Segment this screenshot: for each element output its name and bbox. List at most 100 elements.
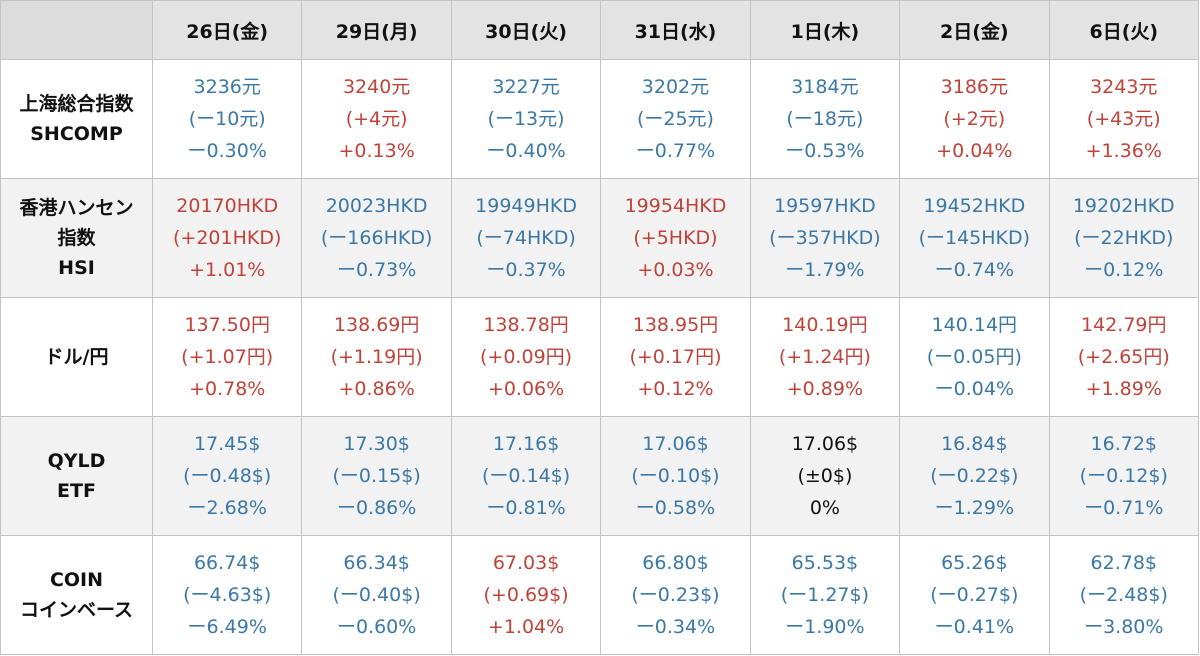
price-value: 17.45$ bbox=[193, 433, 261, 455]
change-value: (+0.17円) bbox=[629, 346, 722, 368]
value-cell: 3236元 (ー10元) ー0.30% bbox=[151, 59, 303, 179]
value-cell: 3202元 (ー25元) ー0.77% bbox=[600, 59, 751, 179]
row-label-line: ドル/円 bbox=[44, 346, 109, 368]
row-label: QYLD ETF bbox=[0, 416, 153, 536]
percent-change: ー0.77% bbox=[635, 140, 716, 162]
value-cell: 19954HKD (+5HKD) +0.03% bbox=[600, 178, 751, 298]
column-header: 6日(火) bbox=[1048, 0, 1200, 60]
change-value: (±0$) bbox=[797, 465, 853, 487]
change-value: (+43元) bbox=[1086, 108, 1161, 130]
row-label-line: コインベース bbox=[19, 599, 134, 621]
table-body: 上海総合指数 SHCOMP 3236元 (ー10元) ー0.30% 3240元 (+4元) +… bbox=[0, 59, 1200, 655]
percent-change: +0.89% bbox=[786, 378, 864, 400]
value-cell: 65.26$ (ー0.27$) ー0.41% bbox=[899, 535, 1050, 655]
price-value: 19597HKD bbox=[773, 195, 876, 217]
change-value: (ー0.27$) bbox=[930, 584, 1019, 606]
change-value: (ー22HKD) bbox=[1074, 227, 1174, 249]
percent-change: ー2.68% bbox=[187, 497, 267, 519]
percent-change: +1.89% bbox=[1085, 378, 1162, 400]
table-row: COIN コインベース 66.74$ (ー4.63$) ー6.49% 66.34$ (ー0.… bbox=[0, 535, 1200, 655]
row-label-line: 指数 bbox=[57, 227, 96, 249]
column-header: 30日(火) bbox=[450, 0, 602, 60]
change-value: (+5HKD) bbox=[633, 227, 718, 249]
percent-change: 0% bbox=[809, 497, 840, 519]
price-value: 17.06$ bbox=[791, 433, 859, 455]
column-header: 31日(水) bbox=[600, 0, 751, 60]
price-value: 17.16$ bbox=[492, 433, 560, 455]
price-value: 140.14円 bbox=[931, 314, 1018, 336]
row-label: 香港ハンセン 指数 HSI bbox=[0, 178, 153, 298]
price-value: 3186元 bbox=[940, 76, 1008, 98]
percent-change: ー1.90% bbox=[785, 616, 865, 638]
percent-change: +0.13% bbox=[338, 140, 415, 162]
value-cell: 137.50円 (+1.07円) +0.78% bbox=[151, 297, 303, 417]
value-cell: 17.06$ (±0$) 0% bbox=[749, 416, 901, 536]
percent-change: ー3.80% bbox=[1084, 616, 1164, 638]
value-cell: 140.19円 (+1.24円) +0.89% bbox=[749, 297, 901, 417]
change-value: (+0.09円) bbox=[480, 346, 573, 368]
value-cell: 67.03$ (+0.69$) +1.04% bbox=[450, 535, 602, 655]
row-label-line: SHCOMP bbox=[30, 123, 123, 145]
value-cell: 140.14円 (ー0.05円) ー0.04% bbox=[899, 297, 1050, 417]
price-value: 20170HKD bbox=[176, 195, 279, 217]
change-value: (ー2.48$) bbox=[1079, 584, 1168, 606]
price-value: 66.74$ bbox=[193, 552, 261, 574]
percent-change: +1.01% bbox=[189, 259, 266, 281]
price-value: 19949HKD bbox=[475, 195, 577, 217]
change-value: (ー4.63$) bbox=[183, 584, 272, 606]
price-value: 3243元 bbox=[1090, 76, 1158, 98]
percent-change: ー0.40% bbox=[486, 140, 566, 162]
column-header: 29日(月) bbox=[301, 0, 452, 60]
value-cell: 19597HKD (ー357HKD) ー1.79% bbox=[749, 178, 901, 298]
change-value: (ー0.23$) bbox=[631, 584, 720, 606]
percent-change: +0.03% bbox=[637, 259, 714, 281]
table-row: 上海総合指数 SHCOMP 3236元 (ー10元) ー0.30% 3240元 (+4元) +… bbox=[0, 59, 1200, 179]
column-header: 2日(金) bbox=[899, 0, 1050, 60]
value-cell: 20023HKD (ー166HKD) ー0.73% bbox=[301, 178, 452, 298]
price-value: 3227元 bbox=[492, 76, 560, 98]
change-value: (ー74HKD) bbox=[476, 227, 576, 249]
price-value: 3184元 bbox=[791, 76, 859, 98]
value-cell: 3186元 (+2元) +0.04% bbox=[899, 59, 1050, 179]
change-value: (+1.19円) bbox=[330, 346, 423, 368]
change-value: (ー357HKD) bbox=[769, 227, 881, 249]
price-value: 16.84$ bbox=[941, 433, 1008, 455]
change-value: (ー18元) bbox=[786, 108, 864, 130]
percent-change: ー0.86% bbox=[336, 497, 417, 519]
change-value: (ー13元) bbox=[487, 108, 565, 130]
row-label: ドル/円 bbox=[0, 297, 153, 417]
price-value: 66.80$ bbox=[642, 552, 709, 574]
value-cell: 3243元 (+43元) +1.36% bbox=[1048, 59, 1200, 179]
change-value: (ー0.15$) bbox=[332, 465, 421, 487]
change-value: (ー0.48$) bbox=[183, 465, 272, 487]
price-value: 65.26$ bbox=[941, 552, 1008, 574]
row-label-line: ETF bbox=[57, 480, 96, 502]
change-value: (+4元) bbox=[345, 108, 408, 130]
value-cell: 65.53$ (ー1.27$) ー1.90% bbox=[749, 535, 901, 655]
percent-change: +1.04% bbox=[487, 616, 565, 638]
percent-change: +1.36% bbox=[1085, 140, 1162, 162]
price-value: 20023HKD bbox=[325, 195, 428, 217]
percent-change: ー6.49% bbox=[187, 616, 267, 638]
value-cell: 17.06$ (ー0.10$) ー0.58% bbox=[600, 416, 751, 536]
price-value: 142.79円 bbox=[1081, 314, 1167, 336]
percent-change: ー1.79% bbox=[785, 259, 865, 281]
change-value: (ー145HKD) bbox=[918, 227, 1031, 249]
price-value: 65.53$ bbox=[791, 552, 859, 574]
value-cell: 138.69円 (+1.19円) +0.86% bbox=[301, 297, 452, 417]
price-value: 138.69円 bbox=[333, 314, 420, 336]
percent-change: +0.04% bbox=[936, 140, 1013, 162]
percent-change: ー0.74% bbox=[934, 259, 1014, 281]
price-value: 137.50円 bbox=[184, 314, 270, 336]
table-row: 香港ハンセン 指数 HSI 20170HKD (+201HKD) +1.01% 20023H… bbox=[0, 178, 1200, 298]
percent-change: ー0.41% bbox=[934, 616, 1014, 638]
percent-change: +0.06% bbox=[487, 378, 565, 400]
table-row: ドル/円 137.50円 (+1.07円) +0.78% 138.69円 (+1.19円)… bbox=[0, 297, 1200, 417]
change-value: (ー166HKD) bbox=[320, 227, 433, 249]
price-value: 138.95円 bbox=[632, 314, 719, 336]
percent-change: +0.78% bbox=[189, 378, 266, 400]
price-value: 16.72$ bbox=[1090, 433, 1157, 455]
change-value: (+1.24円) bbox=[778, 346, 871, 368]
row-label-line: 上海総合指数 bbox=[19, 93, 134, 115]
